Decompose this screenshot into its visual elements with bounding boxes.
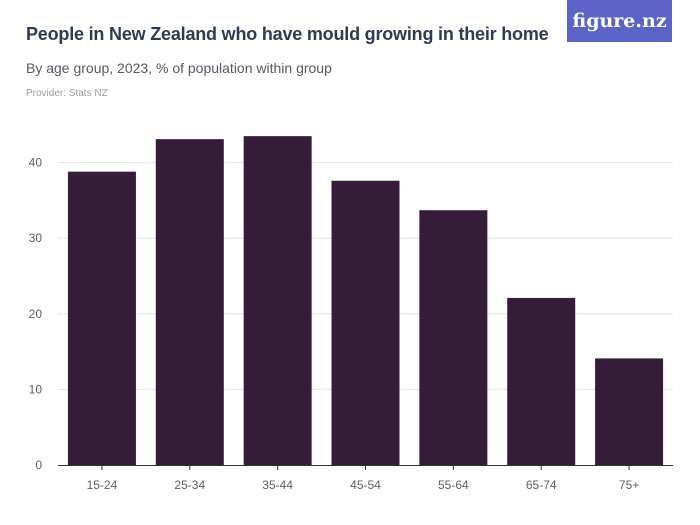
bar-45-54[interactable] bbox=[331, 180, 400, 465]
y-tick-label: 0 bbox=[35, 458, 42, 472]
x-tick-label: 65-74 bbox=[526, 478, 557, 492]
bar-25-34[interactable] bbox=[155, 139, 224, 465]
x-axis: 15-24 25-34 35-44 45-54 55-64 65-74 75+ bbox=[58, 465, 673, 492]
y-tick-label: 30 bbox=[29, 231, 43, 245]
y-tick-label: 20 bbox=[29, 307, 43, 321]
x-tick-label: 15-24 bbox=[87, 478, 118, 492]
bar-65-74[interactable] bbox=[507, 297, 576, 465]
y-tick-label: 40 bbox=[29, 156, 43, 170]
x-tick-label: 75+ bbox=[619, 478, 639, 492]
y-tick-label: 10 bbox=[29, 382, 43, 396]
bar-35-44[interactable] bbox=[243, 136, 312, 465]
bar-75+[interactable] bbox=[595, 358, 664, 465]
bar-55-64[interactable] bbox=[419, 210, 488, 465]
x-tick-label: 25-34 bbox=[174, 478, 205, 492]
x-tick-label: 35-44 bbox=[262, 478, 293, 492]
bars bbox=[67, 136, 664, 465]
figure-nz-logo[interactable]: figure.nz bbox=[567, 0, 672, 42]
x-tick-label: 55-64 bbox=[438, 478, 469, 492]
x-tick-label: 45-54 bbox=[350, 478, 381, 492]
y-axis-ticks: 0 10 20 30 40 bbox=[29, 156, 43, 472]
chart-subtitle: By age group, 2023, % of population with… bbox=[26, 60, 332, 76]
chart-title: People in New Zealand who have mould gro… bbox=[26, 24, 549, 44]
bar-15-24[interactable] bbox=[67, 171, 136, 465]
data-provider: Provider: Stats NZ bbox=[26, 88, 108, 99]
